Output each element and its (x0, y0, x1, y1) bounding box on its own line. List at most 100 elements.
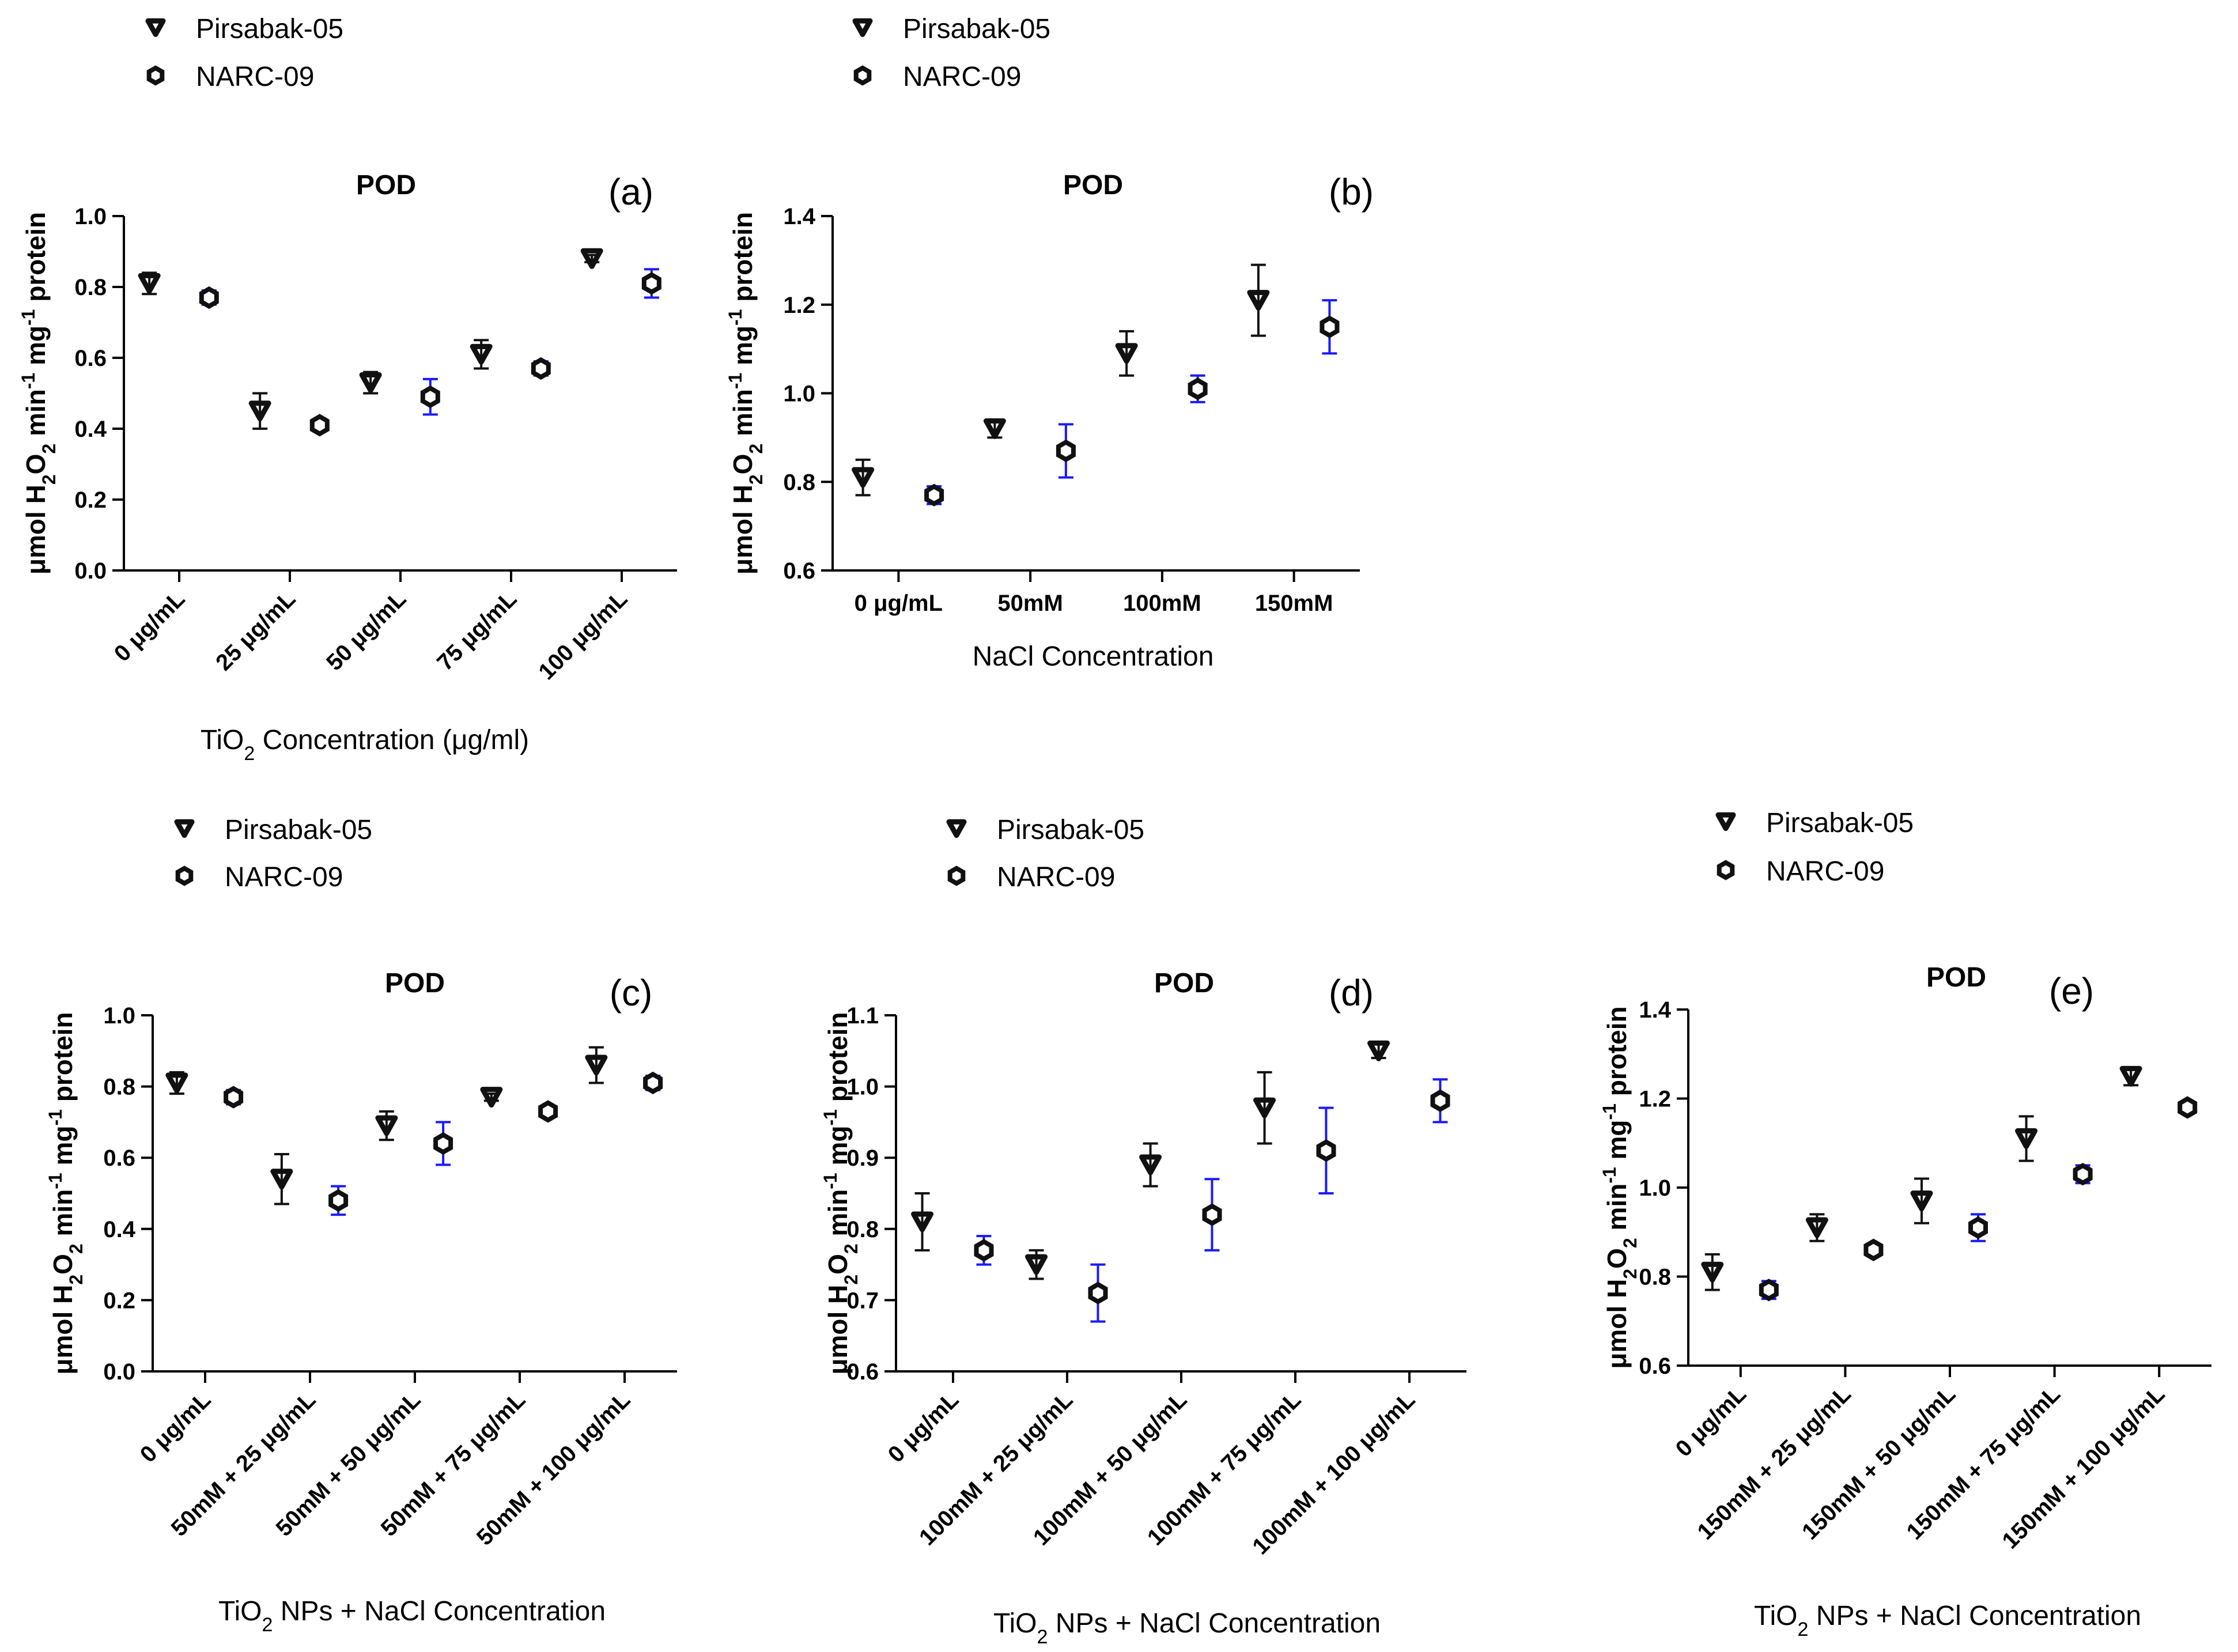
y-label-part: mg (21, 326, 51, 373)
y-label-part: protein (21, 212, 51, 309)
y-axis-label: μmol H2O2 min-1 mg-1 protein (45, 1012, 86, 1374)
x-axis-label: TiO2 NPs + NaCl Concentration (1754, 1601, 2141, 1640)
y-label-part: mg (1602, 1120, 1632, 1167)
x-tick-label: 0 μg/mL (135, 1387, 216, 1468)
legend-label: Pirsabak-05 (1766, 808, 1914, 838)
series-pirsabak (138, 248, 603, 430)
data-point-narc (1056, 439, 1076, 463)
data-point-pirsabak (480, 1087, 503, 1108)
data-point-narc (1759, 1279, 1779, 1302)
y-tick-label: 0.6 (103, 1146, 135, 1171)
y-tick-label: 1.0 (846, 1075, 879, 1100)
legend-label: NARC-09 (997, 862, 1115, 893)
data-point-pirsabak (270, 1169, 293, 1190)
y-label-part: 2 (746, 474, 766, 485)
y-label-part: 2 (66, 1243, 86, 1254)
panel-a: Pirsabak-05 NARC-09 POD (a) 0.0 0.2 0.4 0.6 0.8 1… (18, 14, 677, 765)
y-tick-label: 0.0 (103, 1359, 135, 1385)
y-label-part: O (48, 1254, 78, 1275)
y-tick-label: 1.1 (846, 1003, 879, 1029)
y-label-part: mg (728, 326, 758, 373)
x-label-rest: NPs + NaCl Concentration (1048, 1608, 1381, 1639)
chart-title: POD (356, 170, 416, 201)
y-tick-label: 0.7 (846, 1288, 879, 1313)
series-narc (1759, 1096, 2198, 1302)
x-tick-label: 0 μg/mL (855, 591, 943, 616)
x-label-sub: 2 (1798, 1619, 1809, 1640)
legend-marker-narc (146, 65, 165, 86)
series-narc (199, 268, 661, 437)
x-label-prefix: TiO (218, 1596, 262, 1627)
x-label-sub: 2 (262, 1614, 273, 1636)
panel-letter: (e) (2049, 970, 2094, 1012)
y-label-part: μmol H (48, 1285, 78, 1375)
x-axis-label: TiO2 Concentration (μg/ml) (201, 725, 529, 765)
data-point-narc (641, 272, 661, 295)
data-point-narc (531, 357, 551, 380)
data-point-pirsabak (470, 343, 493, 365)
y-tick-label: 0.6 (1639, 1354, 1671, 1379)
y-tick-label: 1.0 (103, 1003, 135, 1029)
y-label-part: O (823, 1254, 853, 1275)
x-axis-label: NaCl Concentration (973, 641, 1214, 672)
y-label-part: O (21, 454, 51, 475)
x-axis-label: TiO2 NPs + NaCl Concentration (218, 1596, 606, 1636)
y-tick-label: 1.0 (783, 381, 815, 407)
y-label-part: -1 (820, 1173, 841, 1189)
legend: Pirsabak-05 NARC-09 (946, 815, 1144, 893)
series-narc (924, 299, 1340, 506)
data-point-pirsabak (585, 1054, 608, 1076)
legend: Pirsabak-05 NARC-09 (1715, 808, 1914, 887)
x-tick-label: 50mM (997, 591, 1063, 616)
y-label-part: protein (48, 1012, 78, 1109)
y-label-part: 2 (39, 474, 59, 485)
y-label-part: 2 (841, 1243, 861, 1254)
legend-label: NARC-09 (196, 62, 314, 92)
data-point-narc (1430, 1089, 1450, 1112)
x-label-rest: NPs + NaCl Concentration (1808, 1601, 2141, 1631)
chart-title: POD (1926, 962, 1986, 993)
x-axis-label: TiO2 NPs + NaCl Concentration (993, 1608, 1381, 1648)
y-tick-label: 0.8 (846, 1217, 879, 1242)
data-point-pirsabak (248, 400, 271, 422)
data-point-narc (1316, 1139, 1336, 1162)
x-tick-label: 0 μg/mL (1671, 1381, 1752, 1462)
y-label-part: 2 (1620, 1269, 1640, 1279)
data-point-pirsabak (138, 273, 161, 294)
data-point-narc (199, 286, 219, 309)
data-point-narc (1088, 1281, 1108, 1305)
legend-marker-pirsabak (1715, 812, 1736, 831)
data-point-pirsabak (1139, 1154, 1162, 1175)
y-label-part: protein (728, 212, 758, 309)
y-tick-label: 0.6 (846, 1359, 879, 1385)
y-label-part: 2 (66, 1275, 86, 1285)
legend-marker-narc (1717, 860, 1735, 880)
legend: Pirsabak-05 NARC-09 (852, 14, 1050, 92)
y-tick-label: 1.4 (783, 204, 815, 229)
y-label-part: min (48, 1189, 78, 1244)
data-point-narc (2177, 1096, 2198, 1119)
data-point-narc (420, 385, 440, 409)
data-point-narc (309, 414, 330, 437)
legend-marker-narc (175, 865, 194, 886)
series-pirsabak (1701, 1065, 2142, 1291)
y-label-part: -1 (45, 1109, 66, 1125)
y-tick-label: 1.0 (1639, 1175, 1671, 1201)
data-point-pirsabak (1367, 1040, 1390, 1061)
y-label-part: mg (48, 1126, 78, 1173)
data-point-narc (924, 483, 944, 506)
y-label-part: -1 (820, 1109, 841, 1125)
data-point-narc (433, 1132, 453, 1155)
y-axis-label: μmol H2O2 min-1 mg-1 protein (1599, 1006, 1640, 1369)
y-label-part: O (728, 454, 758, 475)
legend: Pirsabak-05 NARC-09 (145, 14, 343, 92)
y-tick-label: 0.6 (74, 346, 107, 371)
x-label-sub: 2 (244, 743, 255, 765)
panel-b: Pirsabak-05 NARC-09 POD (b) 0.6 0.8 1.0 1.2 1.4 μ… (725, 14, 1374, 672)
data-point-narc (2073, 1163, 2093, 1186)
x-label-sub: 2 (1037, 1626, 1048, 1648)
y-tick-label: 0.4 (74, 417, 107, 442)
y-label-part: min (21, 389, 51, 444)
data-point-pirsabak (2015, 1128, 2038, 1150)
